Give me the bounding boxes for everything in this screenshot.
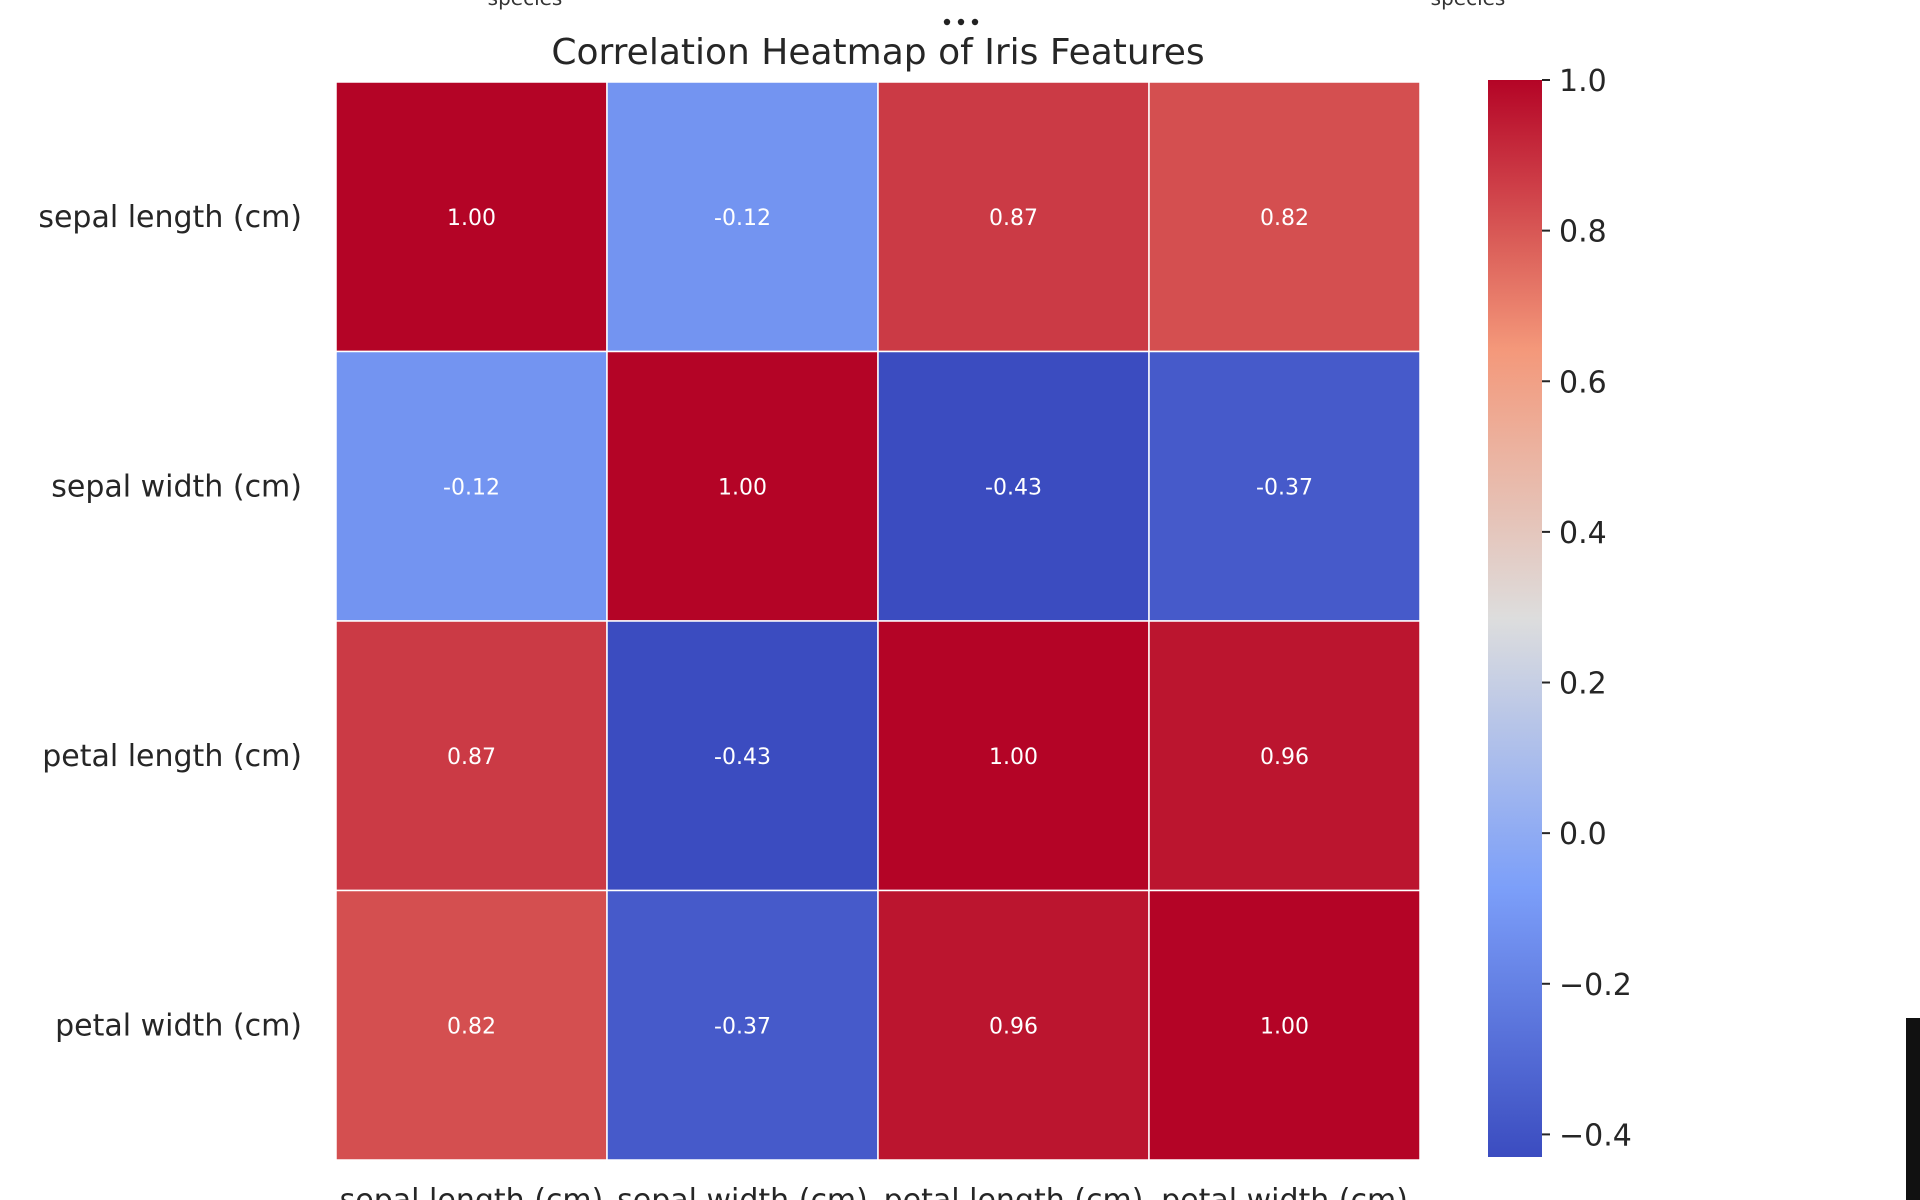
cell-annotation: -0.12 — [714, 206, 771, 231]
column-tick-label: petal width (cm) — [1161, 1183, 1408, 1200]
cell-annotation: 0.82 — [447, 1014, 496, 1039]
column-tick-label: sepal length (cm) — [340, 1183, 604, 1200]
clipped-top-label-left: species — [488, 0, 563, 10]
cell-annotation: 1.00 — [447, 206, 496, 231]
cell-annotation: -0.12 — [443, 475, 500, 500]
cell-annotation: 1.00 — [1260, 1014, 1309, 1039]
cell-annotation: 1.00 — [718, 475, 767, 500]
chart-title: Correlation Heatmap of Iris Features — [551, 32, 1204, 73]
heatmap-cell — [877, 350, 1150, 622]
clipped-top-label-right: species — [1431, 0, 1506, 10]
colorbar-tick-label: 0.4 — [1559, 516, 1607, 551]
heatmap-cell — [1148, 620, 1421, 892]
more-horizontal-icon[interactable] — [941, 17, 981, 27]
window-edge — [1906, 1018, 1920, 1200]
colorbar-tick-label: −0.4 — [1559, 1118, 1632, 1153]
heatmap-cell — [335, 81, 608, 353]
cell-annotation: 0.87 — [989, 206, 1038, 231]
row-tick-label: petal length (cm) — [42, 739, 302, 774]
cell-annotation: 0.82 — [1260, 206, 1309, 231]
cell-annotation: 0.96 — [1260, 745, 1309, 770]
heatmap-cell — [1148, 889, 1421, 1161]
heatmap-cell — [335, 889, 608, 1161]
colorbar-tick-label: 0.8 — [1559, 215, 1607, 250]
heatmap-cell — [335, 620, 608, 892]
heatmap-cell — [606, 889, 879, 1161]
heatmap-cell — [606, 350, 879, 622]
heatmap-cell — [877, 620, 1150, 892]
cell-annotation: -0.37 — [1256, 475, 1313, 500]
colorbar-tick-label: 0.2 — [1559, 667, 1607, 702]
cell-annotation: 0.87 — [447, 745, 496, 770]
heatmap-cell — [877, 81, 1150, 353]
heatmap-cell — [335, 350, 608, 622]
heatmap-cell — [606, 81, 879, 353]
row-tick-label: petal width (cm) — [55, 1008, 302, 1043]
row-tick-label: sepal width (cm) — [51, 469, 302, 504]
colorbar-tick-label: 1.0 — [1559, 64, 1607, 99]
heatmap-cell — [1148, 350, 1421, 622]
column-tick-label: sepal width (cm) — [617, 1183, 868, 1200]
row-tick-label: sepal length (cm) — [38, 200, 302, 235]
cell-annotation: 0.96 — [989, 1014, 1038, 1039]
heatmap-cell — [877, 889, 1150, 1161]
colorbar-tick-label: 0.6 — [1559, 365, 1607, 400]
cell-annotation: 1.00 — [989, 745, 1038, 770]
column-tick-label: petal length (cm) — [884, 1183, 1144, 1200]
colorbar-tick-label: 0.0 — [1559, 817, 1607, 852]
colorbar — [1488, 80, 1542, 1157]
colorbar-tick-label: −0.2 — [1559, 968, 1632, 1003]
heatmap-cell — [606, 620, 879, 892]
cell-annotation: -0.37 — [714, 1014, 771, 1039]
cell-annotation: -0.43 — [985, 475, 1042, 500]
cell-annotation: -0.43 — [714, 745, 771, 770]
